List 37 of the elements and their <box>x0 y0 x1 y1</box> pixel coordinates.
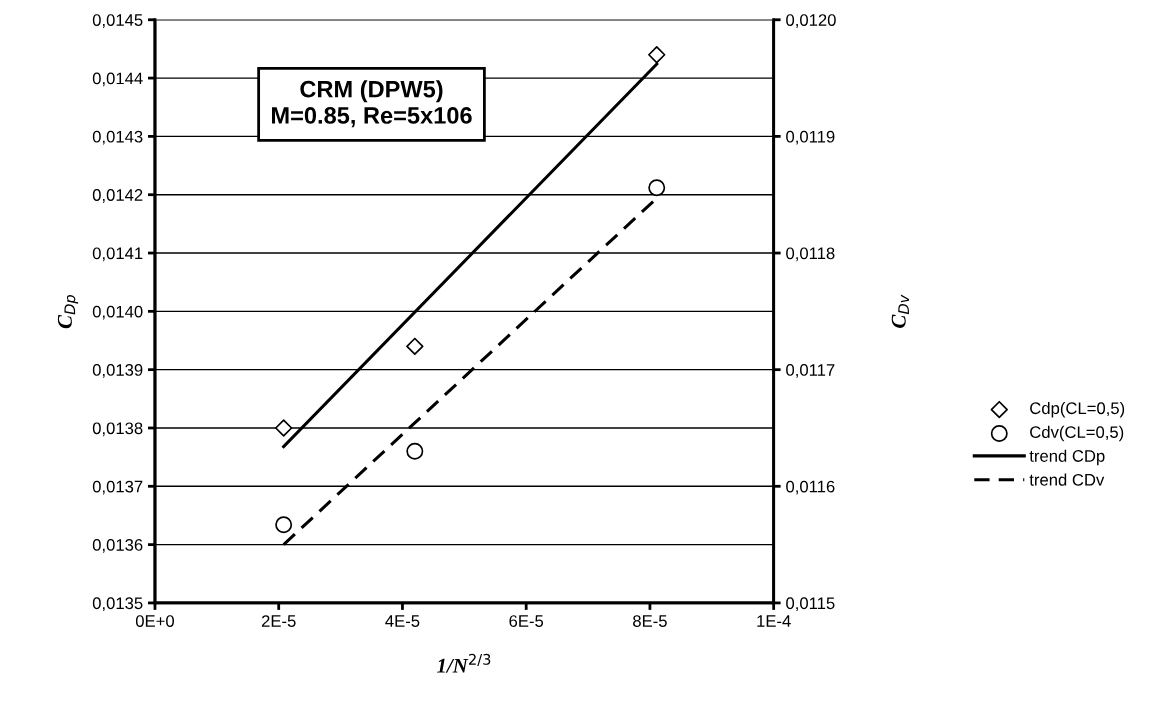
y-tick-label: 0,0135 <box>92 597 143 612</box>
x-tick-label: 2E-5 <box>261 615 296 627</box>
x-tick-label: 8E-5 <box>633 615 667 627</box>
legend-label: Cdv(CL=0,5) <box>1030 425 1124 442</box>
x-tick-label: 0E+0 <box>135 615 175 627</box>
x-tick-label: 4E-5 <box>385 615 420 627</box>
y-tick-label: 0,0143 <box>92 130 143 145</box>
legend-label: trend CDp <box>1029 449 1105 466</box>
y2-tick-label: 0,0115 <box>786 597 835 612</box>
y-tick-label: 0,0142 <box>92 189 143 203</box>
point <box>406 337 424 356</box>
point <box>275 516 293 534</box>
y-tick-label: 0,0137 <box>92 480 143 495</box>
point <box>648 179 666 197</box>
point <box>406 442 424 460</box>
y2-tick-label: 0,0119 <box>786 130 835 145</box>
annotation: CRM (DPW5) M=0.85, Re=5x106 <box>272 80 472 128</box>
x-axis-title: 1/N$^{2/3}$ <box>436 653 491 673</box>
y2-axis-title: C$_{Dv}$ <box>891 294 909 328</box>
y2-tick-label: 0,0116 <box>786 480 835 495</box>
y-tick-label: 0,0139 <box>92 364 143 378</box>
y-tick-label: 0,0144 <box>92 72 143 87</box>
y-tick-label: 0,0140 <box>92 305 143 320</box>
y2-tick-label: 0,0117 <box>786 364 835 378</box>
y-tick-label: 0,0136 <box>92 539 143 553</box>
x-tick-label: 6E-5 <box>509 615 544 627</box>
y-tick-label: 0,0145 <box>92 14 143 28</box>
y2-tick-label: 0,0118 <box>786 247 835 262</box>
y-axis-title: C$_{Dp}$ <box>57 295 79 329</box>
legend-label: trend CDv <box>1029 473 1105 486</box>
y-tick-label: 0,0141 <box>92 247 143 262</box>
y2-tick-label: 0,0120 <box>786 14 836 28</box>
point <box>274 419 293 437</box>
y-tick-label: 0,0138 <box>92 422 143 437</box>
legend-label: Cdp(CL=0,5) <box>1030 401 1125 418</box>
x-tick-label: 1E-4 <box>757 615 791 627</box>
point <box>648 46 666 64</box>
